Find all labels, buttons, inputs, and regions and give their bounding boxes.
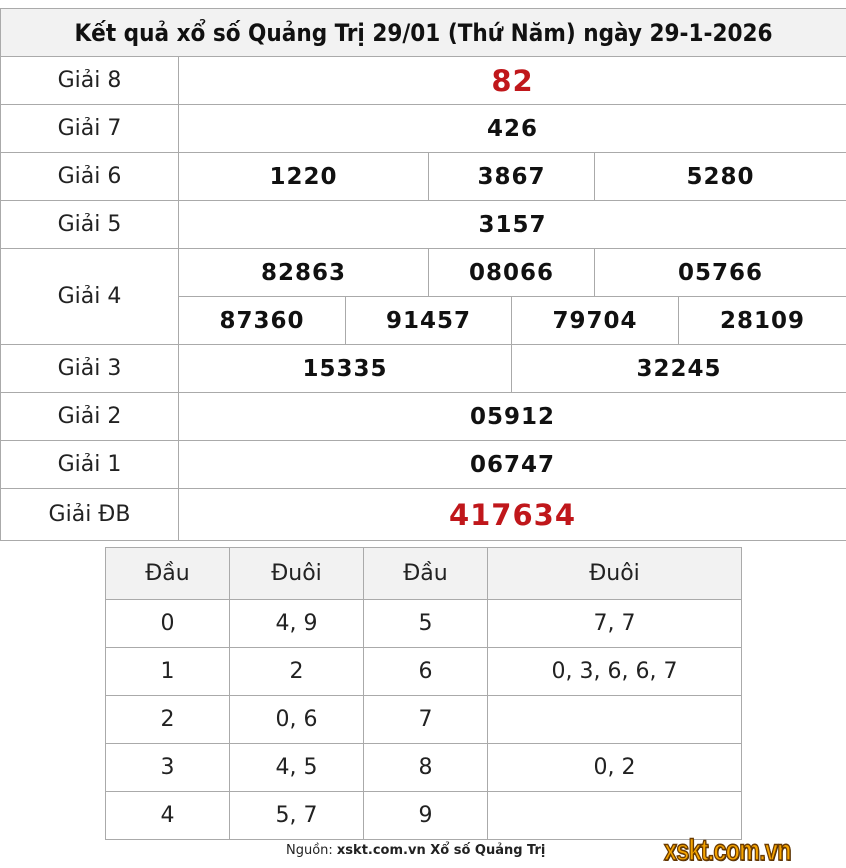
dau-cell: 8 [363,743,488,792]
prize-label-g6: Giải 6 [0,152,179,201]
prize-label-g4: Giải 4 [0,248,179,345]
duoi-cell [487,695,742,744]
dau-cell: 9 [363,791,488,840]
dau-cell: 6 [363,647,488,696]
prize-number-g8: 82 [178,56,846,105]
prize-number-g4: 87360 [178,296,346,345]
dau-cell: 4 [105,791,230,840]
prize-number-g6: 3867 [428,152,595,201]
dau-cell: 1 [105,647,230,696]
duoi-cell: 2 [229,647,364,696]
duoi-header: Đuôi [229,547,364,600]
prize-number-g4: 08066 [428,248,595,297]
duoi-cell: 0, 2 [487,743,742,792]
duoi-cell: 4, 9 [229,599,364,648]
prize-number-g3: 32245 [511,344,846,393]
prize-number-g1: 06747 [178,440,846,489]
dau-cell: 3 [105,743,230,792]
duoi-cell: 4, 5 [229,743,364,792]
source-prefix: Nguồn: [286,843,337,858]
duoi-header: Đuôi [487,547,742,600]
xskt-logo: xskt.com.vn [663,833,792,868]
prize-number-g2: 05912 [178,392,846,441]
dau-cell: 7 [363,695,488,744]
prize-label-g7: Giải 7 [0,104,179,153]
dau-cell: 0 [105,599,230,648]
duoi-cell: 0, 6 [229,695,364,744]
prize-label-db: Giải ĐB [0,488,179,541]
prize-number-g6: 5280 [594,152,846,201]
prize-number-g3: 15335 [178,344,512,393]
duoi-cell [487,791,742,840]
prize-label-g3: Giải 3 [0,344,179,393]
duoi-cell: 7, 7 [487,599,742,648]
prize-label-g1: Giải 1 [0,440,179,489]
prize-number-g7: 426 [178,104,846,153]
dau-cell: 2 [105,695,230,744]
prize-number-g4: 82863 [178,248,429,297]
prize-number-g4: 91457 [345,296,512,345]
prize-label-g2: Giải 2 [0,392,179,441]
dau-header: Đầu [105,547,230,600]
prize-number-g6: 1220 [178,152,429,201]
prize-label-g5: Giải 5 [0,200,179,249]
prize-number-g5: 3157 [178,200,846,249]
prize-number-g4: 79704 [511,296,679,345]
page-title: Kết quả xổ số Quảng Trị 29/01 (Thứ Năm) … [0,8,846,57]
prize-number-db: 417634 [178,488,846,541]
dau-cell: 5 [363,599,488,648]
duoi-cell: 0, 3, 6, 6, 7 [487,647,742,696]
source-note: Nguồn: xskt.com.vn Xổ số Quảng Trị [286,843,545,858]
source-link[interactable]: xskt.com.vn Xổ số Quảng Trị [336,843,546,858]
duoi-cell: 5, 7 [229,791,364,840]
prize-number-g4: 05766 [594,248,846,297]
prize-number-g4: 28109 [678,296,846,345]
dau-header: Đầu [363,547,488,600]
prize-label-g8: Giải 8 [0,56,179,105]
